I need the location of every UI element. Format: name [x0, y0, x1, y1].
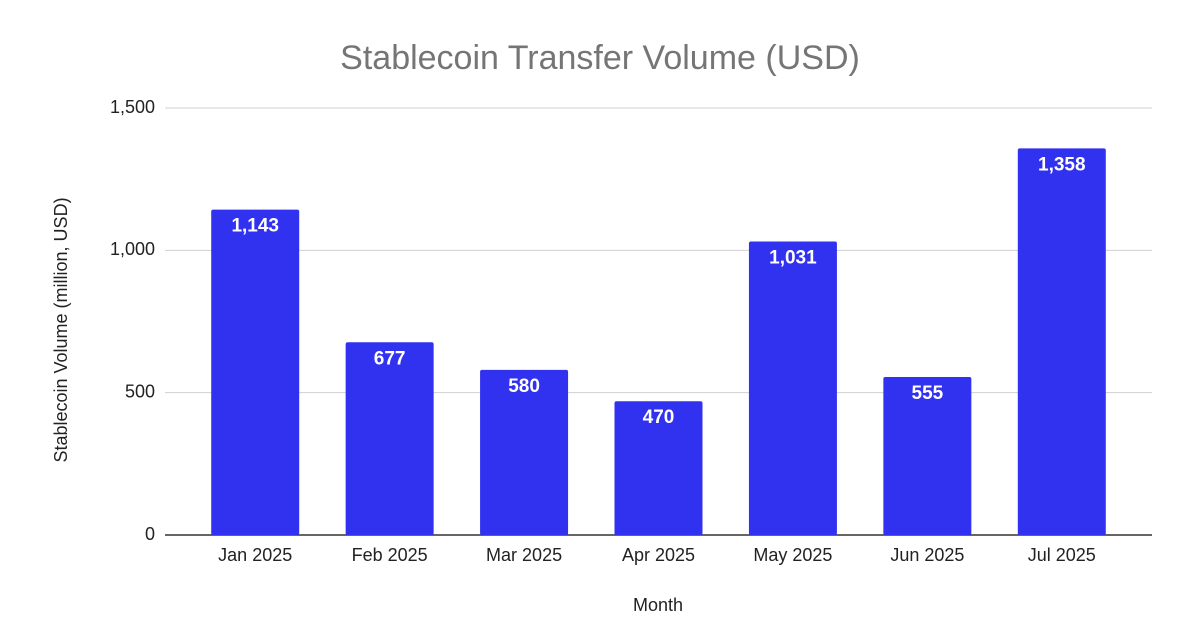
y-tick-label: 500 [125, 381, 155, 401]
y-tick-label: 1,500 [110, 97, 155, 117]
y-tick-label: 1,000 [110, 239, 155, 259]
x-tick-label: Feb 2025 [352, 545, 428, 565]
y-tick-label: 0 [145, 524, 155, 544]
data-label: 1,143 [231, 216, 279, 237]
data-label: 1,358 [1038, 154, 1086, 175]
bar [480, 369, 569, 535]
bar [345, 342, 434, 535]
data-label: 1,031 [769, 248, 817, 269]
x-tick-label: Apr 2025 [622, 545, 695, 565]
x-tick-label: Jan 2025 [218, 545, 292, 565]
data-label: 555 [912, 383, 944, 404]
bar [211, 209, 300, 535]
y-axis-label: Stablecoin Volume (million, USD) [51, 197, 71, 462]
data-label: 677 [374, 348, 406, 369]
bar [614, 401, 703, 535]
bar [1017, 148, 1106, 535]
x-tick-label: Jul 2025 [1028, 545, 1096, 565]
x-tick-label: May 2025 [753, 545, 832, 565]
bar [883, 377, 972, 535]
x-tick-label: Jun 2025 [890, 545, 964, 565]
x-tick-label: Mar 2025 [486, 545, 562, 565]
chart-title: Stablecoin Transfer Volume (USD) [340, 39, 860, 77]
bar [748, 241, 837, 535]
data-label: 470 [643, 407, 675, 428]
data-label: 580 [508, 376, 540, 397]
x-axis-label: Month [633, 595, 683, 615]
